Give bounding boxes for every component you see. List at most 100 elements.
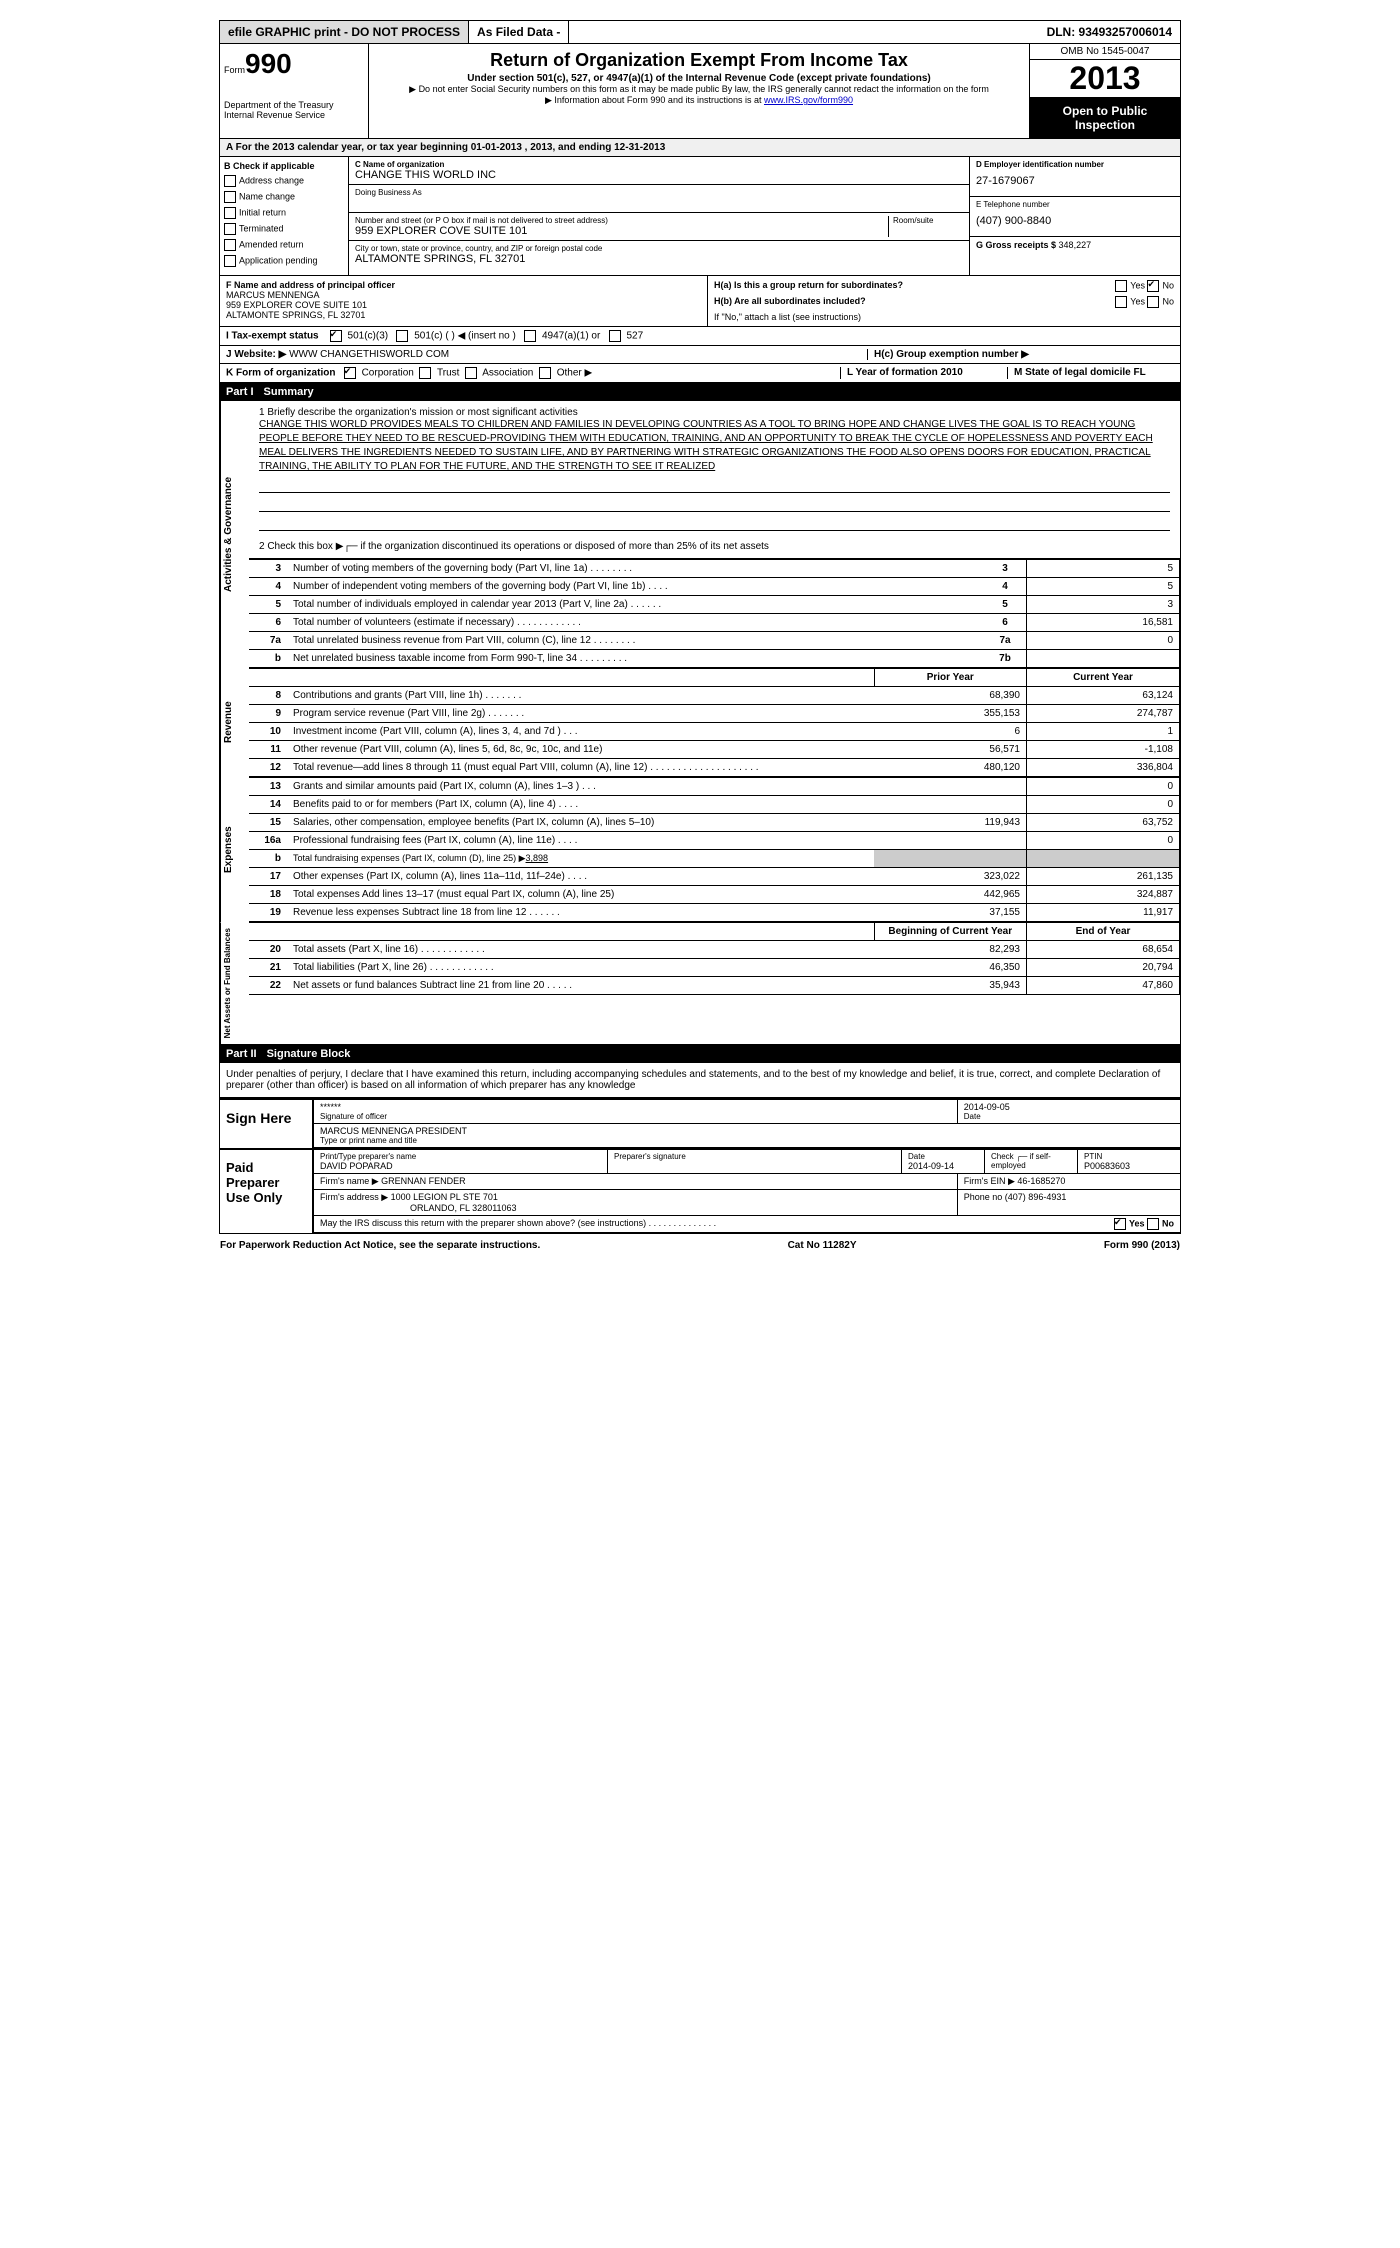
table-row: bTotal fundraising expenses (Part IX, co… <box>249 850 1180 868</box>
check-other[interactable] <box>539 367 551 379</box>
table-row: 13Grants and similar amounts paid (Part … <box>249 778 1180 796</box>
net-assets-table: Beginning of Current YearEnd of Year 20T… <box>249 922 1180 995</box>
hc-label: H(c) Group exemption number ▶ <box>874 349 1029 360</box>
checkbox-terminated[interactable] <box>224 223 236 235</box>
checkbox-address-change[interactable] <box>224 175 236 187</box>
checkbox-pending[interactable] <box>224 255 236 267</box>
header-left: Form990 Department of the Treasury Inter… <box>220 44 369 138</box>
hb-yes[interactable] <box>1115 296 1127 308</box>
row-a-tax-year: A For the 2013 calendar year, or tax yea… <box>220 139 1180 157</box>
org-name: CHANGE THIS WORLD INC <box>355 169 963 181</box>
officer-name: MARCUS MENNENGA <box>226 290 320 300</box>
check-501c3[interactable] <box>330 330 342 342</box>
table-row: 10Investment income (Part VIII, column (… <box>249 723 1180 741</box>
ha-yes[interactable] <box>1115 280 1127 292</box>
check-527[interactable] <box>609 330 621 342</box>
discuss-no[interactable] <box>1147 1218 1159 1230</box>
expenses-table: 13Grants and similar amounts paid (Part … <box>249 777 1180 922</box>
table-row: bNet unrelated business taxable income f… <box>249 650 1180 668</box>
check-501c[interactable] <box>396 330 408 342</box>
checkbox-amended[interactable] <box>224 239 236 251</box>
firm-name: GRENNAN FENDER <box>381 1176 466 1186</box>
sig-date: 2014-09-05 <box>964 1102 1174 1112</box>
table-row: 18Total expenses Add lines 13–17 (must e… <box>249 886 1180 904</box>
ha-no[interactable] <box>1147 280 1159 292</box>
no-label: No <box>1162 280 1174 290</box>
lbl-address-change: Address change <box>239 175 304 185</box>
note-2-pre: ▶ Information about Form 990 and its ins… <box>545 95 764 105</box>
firm-ein: 46-1685270 <box>1017 1176 1065 1186</box>
line-2-discontinued: 2 Check this box ▶┌─ if the organization… <box>259 541 1170 552</box>
efile-notice: efile GRAPHIC print - DO NOT PROCESS <box>220 21 469 43</box>
check-4947[interactable] <box>524 330 536 342</box>
checkbox-name-change[interactable] <box>224 191 236 203</box>
opt-4947: 4947(a)(1) or <box>542 331 600 342</box>
table-row: 21Total liabilities (Part X, line 26) . … <box>249 959 1180 977</box>
firm-addr2: ORLANDO, FL 328011063 <box>320 1203 517 1213</box>
street-label: Number and street (or P O box if mail is… <box>355 216 888 225</box>
sign-here-label: Sign Here <box>220 1100 314 1148</box>
opt-trust: Trust <box>437 368 459 379</box>
prior-year-head: Prior Year <box>874 669 1027 687</box>
dba-value <box>355 197 963 209</box>
section-fh: F Name and address of principal officer … <box>220 276 1180 327</box>
column-b-checkboxes: B Check if applicable Address change Nam… <box>220 157 349 275</box>
column-c-org-info: C Name of organization CHANGE THIS WORLD… <box>349 157 969 275</box>
part-2-header: Part II Signature Block <box>220 1045 1180 1063</box>
discuss-question: May the IRS discuss this return with the… <box>320 1218 716 1228</box>
mission-blank-1 <box>259 478 1170 493</box>
row-k-label: K Form of organization <box>226 368 335 379</box>
prep-sig-label: Preparer's signature <box>614 1152 895 1161</box>
discuss-yes[interactable] <box>1114 1218 1126 1230</box>
opt-other: Other ▶ <box>557 368 592 379</box>
part-2-num: Part II <box>226 1048 267 1060</box>
officer-label: F Name and address of principal officer <box>226 280 395 290</box>
dba-label: Doing Business As <box>355 188 963 197</box>
lbl-amended: Amended return <box>239 239 304 249</box>
dept-2: Internal Revenue Service <box>224 110 364 120</box>
prep-date-label: Date <box>908 1152 978 1161</box>
table-row: 11Other revenue (Part VIII, column (A), … <box>249 741 1180 759</box>
discuss-yes-lbl: Yes <box>1129 1219 1145 1229</box>
section-bcd: B Check if applicable Address change Nam… <box>220 157 1180 276</box>
row-i-tax-status: I Tax-exempt status 501(c)(3) 501(c) ( )… <box>220 327 1180 346</box>
paid-preparer-label: Paid Preparer Use Only <box>220 1150 314 1233</box>
check-assoc[interactable] <box>465 367 477 379</box>
tax-year: 2013 <box>1030 60 1180 98</box>
check-trust[interactable] <box>419 367 431 379</box>
prep-date: 2014-09-14 <box>908 1161 978 1171</box>
checkbox-initial-return[interactable] <box>224 207 236 219</box>
row-j-label: J Website: ▶ <box>226 349 286 360</box>
table-row: 8Contributions and grants (Part VIII, li… <box>249 687 1180 705</box>
expenses-section: Expenses 13Grants and similar amounts pa… <box>220 777 1180 922</box>
row-l: L Year of formation 2010 <box>847 367 963 378</box>
footer-left: For Paperwork Reduction Act Notice, see … <box>220 1240 540 1251</box>
opt-corp: Corporation <box>362 368 414 379</box>
firm-name-label: Firm's name ▶ <box>320 1176 381 1186</box>
table-row: 3Number of voting members of the governi… <box>249 560 1180 578</box>
net-assets-section: Net Assets or Fund Balances Beginning of… <box>220 922 1180 1045</box>
page-footer: For Paperwork Reduction Act Notice, see … <box>214 1234 1186 1257</box>
yes-label-2: Yes <box>1130 296 1145 306</box>
table-row: 5Total number of individuals employed in… <box>249 596 1180 614</box>
revenue-table: Prior YearCurrent Year 8Contributions an… <box>249 668 1180 777</box>
column-d-ein: D Employer identification number 27-1679… <box>969 157 1180 275</box>
col-b-head: B Check if applicable <box>224 161 315 171</box>
irs-link[interactable]: www.IRS.gov/form990 <box>764 95 853 105</box>
lbl-pending: Application pending <box>239 255 318 265</box>
lbl-terminated: Terminated <box>239 223 284 233</box>
note-2: ▶ Information about Form 990 and its ins… <box>373 95 1025 106</box>
org-name-lbl-text: C Name of organization <box>355 160 444 169</box>
begin-year-head: Beginning of Current Year <box>874 923 1027 941</box>
ptin-value: P00683603 <box>1084 1161 1174 1171</box>
opt-assoc: Association <box>482 368 533 379</box>
sign-here-section: Sign Here ****** Signature of officer 20… <box>220 1098 1180 1148</box>
part-1-header: Part I Summary <box>220 383 1180 401</box>
check-corp[interactable] <box>344 367 356 379</box>
hb-no[interactable] <box>1147 296 1159 308</box>
side-label-na: Net Assets or Fund Balances <box>220 922 249 1044</box>
mission-blank-2 <box>259 497 1170 512</box>
part-1-num: Part I <box>226 386 264 398</box>
mission-blank-3 <box>259 516 1170 531</box>
room-label: Room/suite <box>893 216 963 225</box>
